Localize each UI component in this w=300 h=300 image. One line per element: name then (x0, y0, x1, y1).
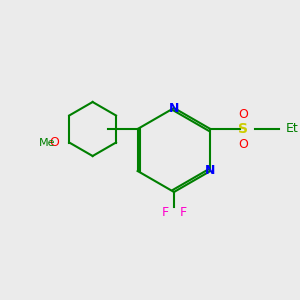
Text: O: O (238, 137, 248, 151)
Text: Et: Et (285, 122, 298, 136)
Text: Me: Me (39, 137, 56, 148)
Text: N: N (205, 164, 216, 178)
Text: O: O (49, 136, 59, 149)
Text: N: N (169, 101, 179, 115)
Text: S: S (238, 122, 248, 136)
Text: O: O (238, 107, 248, 121)
Text: F: F (161, 206, 169, 220)
Text: F: F (179, 206, 187, 220)
